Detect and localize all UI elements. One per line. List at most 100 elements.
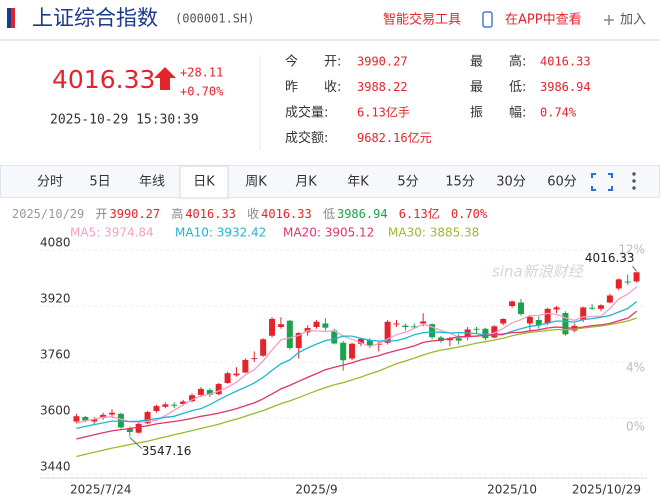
legend-entry: MA5: 3974.84 bbox=[70, 226, 154, 240]
candle-body bbox=[553, 307, 560, 310]
tab[interactable]: 日K bbox=[193, 175, 215, 190]
y-tick-label: 4080 bbox=[40, 236, 71, 250]
tab[interactable]: 30分 bbox=[496, 175, 526, 190]
candle-body bbox=[562, 313, 569, 335]
change: +28.11 bbox=[180, 66, 223, 80]
candle-body bbox=[624, 281, 631, 283]
annotation: 3547.16 bbox=[142, 444, 192, 458]
chart: 3440 3600 3760 3920 4080 0% 4% 12% 2025/7/24 2025… bbox=[40, 226, 647, 497]
x-tick-label: 2025/7/24 bbox=[70, 483, 132, 497]
candle-body bbox=[455, 338, 462, 341]
candle-body bbox=[633, 272, 640, 282]
candle-body bbox=[429, 324, 436, 338]
info-label: 低 bbox=[323, 207, 335, 221]
candle-body bbox=[260, 339, 267, 356]
add-link[interactable]: 加入 bbox=[620, 13, 646, 28]
field-value: 9682.16亿元 bbox=[357, 130, 432, 145]
candle-body bbox=[144, 412, 151, 424]
info-value: 0.70% bbox=[451, 207, 488, 221]
plus-icon bbox=[604, 15, 614, 25]
logo bbox=[11, 8, 15, 28]
field-label: 今 开: bbox=[285, 54, 341, 70]
candle-body bbox=[100, 414, 107, 418]
info-value: 3986.94 bbox=[337, 207, 388, 221]
candle-body bbox=[589, 307, 596, 309]
field-value: 4016.33 bbox=[540, 55, 591, 69]
candle-body bbox=[153, 406, 160, 411]
candle-body bbox=[251, 358, 258, 360]
candle-body bbox=[491, 326, 498, 338]
candle-body bbox=[349, 343, 356, 359]
tab[interactable]: 5分 bbox=[397, 175, 418, 190]
title: 上证综合指数 bbox=[32, 6, 158, 30]
tab[interactable]: 5日 bbox=[89, 175, 110, 190]
info-value: 4016.33 bbox=[185, 207, 236, 221]
legend-entry: MA20: 3905.12 bbox=[283, 226, 374, 240]
candle-body bbox=[269, 318, 276, 336]
info-label: 收 bbox=[247, 207, 259, 221]
y-tick-label: 3440 bbox=[40, 460, 71, 474]
up-arrow bbox=[154, 67, 176, 90]
candle-body bbox=[91, 419, 98, 422]
candle-body bbox=[420, 321, 427, 324]
fullscreen-icon[interactable] bbox=[591, 173, 613, 191]
candle-body bbox=[517, 302, 524, 315]
field-label: 振 幅: bbox=[470, 106, 526, 121]
candle-body bbox=[526, 316, 533, 324]
tools-link[interactable]: 智能交易工具 bbox=[383, 12, 461, 28]
candle-body bbox=[366, 340, 373, 346]
candle-body bbox=[509, 301, 516, 306]
y-tick-label: 3920 bbox=[40, 292, 71, 306]
candle-body bbox=[109, 412, 116, 415]
legend-entry: MA30: 3885.38 bbox=[388, 226, 479, 240]
info-label: 开 bbox=[95, 207, 107, 221]
y-tick-label: 3760 bbox=[40, 348, 71, 362]
tab[interactable]: 15分 bbox=[445, 175, 475, 190]
field-value: 3990.27 bbox=[357, 55, 408, 69]
tab[interactable]: 年线 bbox=[139, 175, 165, 190]
candle-body bbox=[73, 416, 80, 422]
candle-body bbox=[171, 404, 178, 406]
field-label: 最 高: bbox=[470, 54, 526, 70]
phone-icon bbox=[482, 11, 493, 28]
candle-body bbox=[322, 323, 329, 328]
quote-time: 2025-10-29 15:30:39 bbox=[50, 113, 199, 128]
field-value: 0.74% bbox=[540, 106, 577, 120]
candle-body bbox=[606, 295, 613, 303]
tab-bar bbox=[0, 165, 660, 198]
x-tick-label: 2025/10 bbox=[487, 483, 537, 497]
candle-body bbox=[597, 305, 604, 309]
field-value: 6.13亿手 bbox=[357, 105, 410, 120]
logo bbox=[7, 8, 11, 28]
field-label: 成交量: bbox=[285, 105, 328, 121]
annotation: 4016.33 bbox=[585, 251, 635, 265]
candle-body bbox=[446, 338, 453, 341]
candle-body bbox=[340, 342, 347, 361]
tab[interactable]: 周K bbox=[245, 175, 267, 190]
tab[interactable]: 年K bbox=[347, 175, 369, 190]
candle-body bbox=[580, 307, 587, 320]
info-value: 6.13亿 bbox=[399, 206, 440, 221]
legend-entry: MA10: 3932.42 bbox=[175, 226, 266, 240]
candle-body bbox=[411, 326, 418, 328]
candle-body bbox=[331, 330, 338, 344]
y-tick-label: 3600 bbox=[40, 404, 71, 418]
code: (000001.SH) bbox=[175, 12, 254, 26]
app-link[interactable]: 在APP中查看 bbox=[505, 12, 582, 28]
tab[interactable]: 月K bbox=[295, 175, 317, 190]
candle-body bbox=[162, 404, 169, 407]
info-value: 4016.33 bbox=[261, 207, 312, 221]
tab[interactable]: 60分 bbox=[547, 175, 577, 190]
field-value: 3988.22 bbox=[357, 80, 408, 94]
change-pct: +0.70% bbox=[180, 85, 224, 99]
candle-body bbox=[500, 318, 507, 324]
x-tick-label: 2025/10/29 bbox=[572, 483, 641, 497]
candle-body bbox=[535, 320, 542, 326]
candle-body bbox=[82, 416, 89, 421]
more-icon[interactable] bbox=[632, 172, 636, 190]
annotation-line bbox=[632, 265, 637, 272]
tab[interactable]: 分时 bbox=[37, 175, 63, 190]
